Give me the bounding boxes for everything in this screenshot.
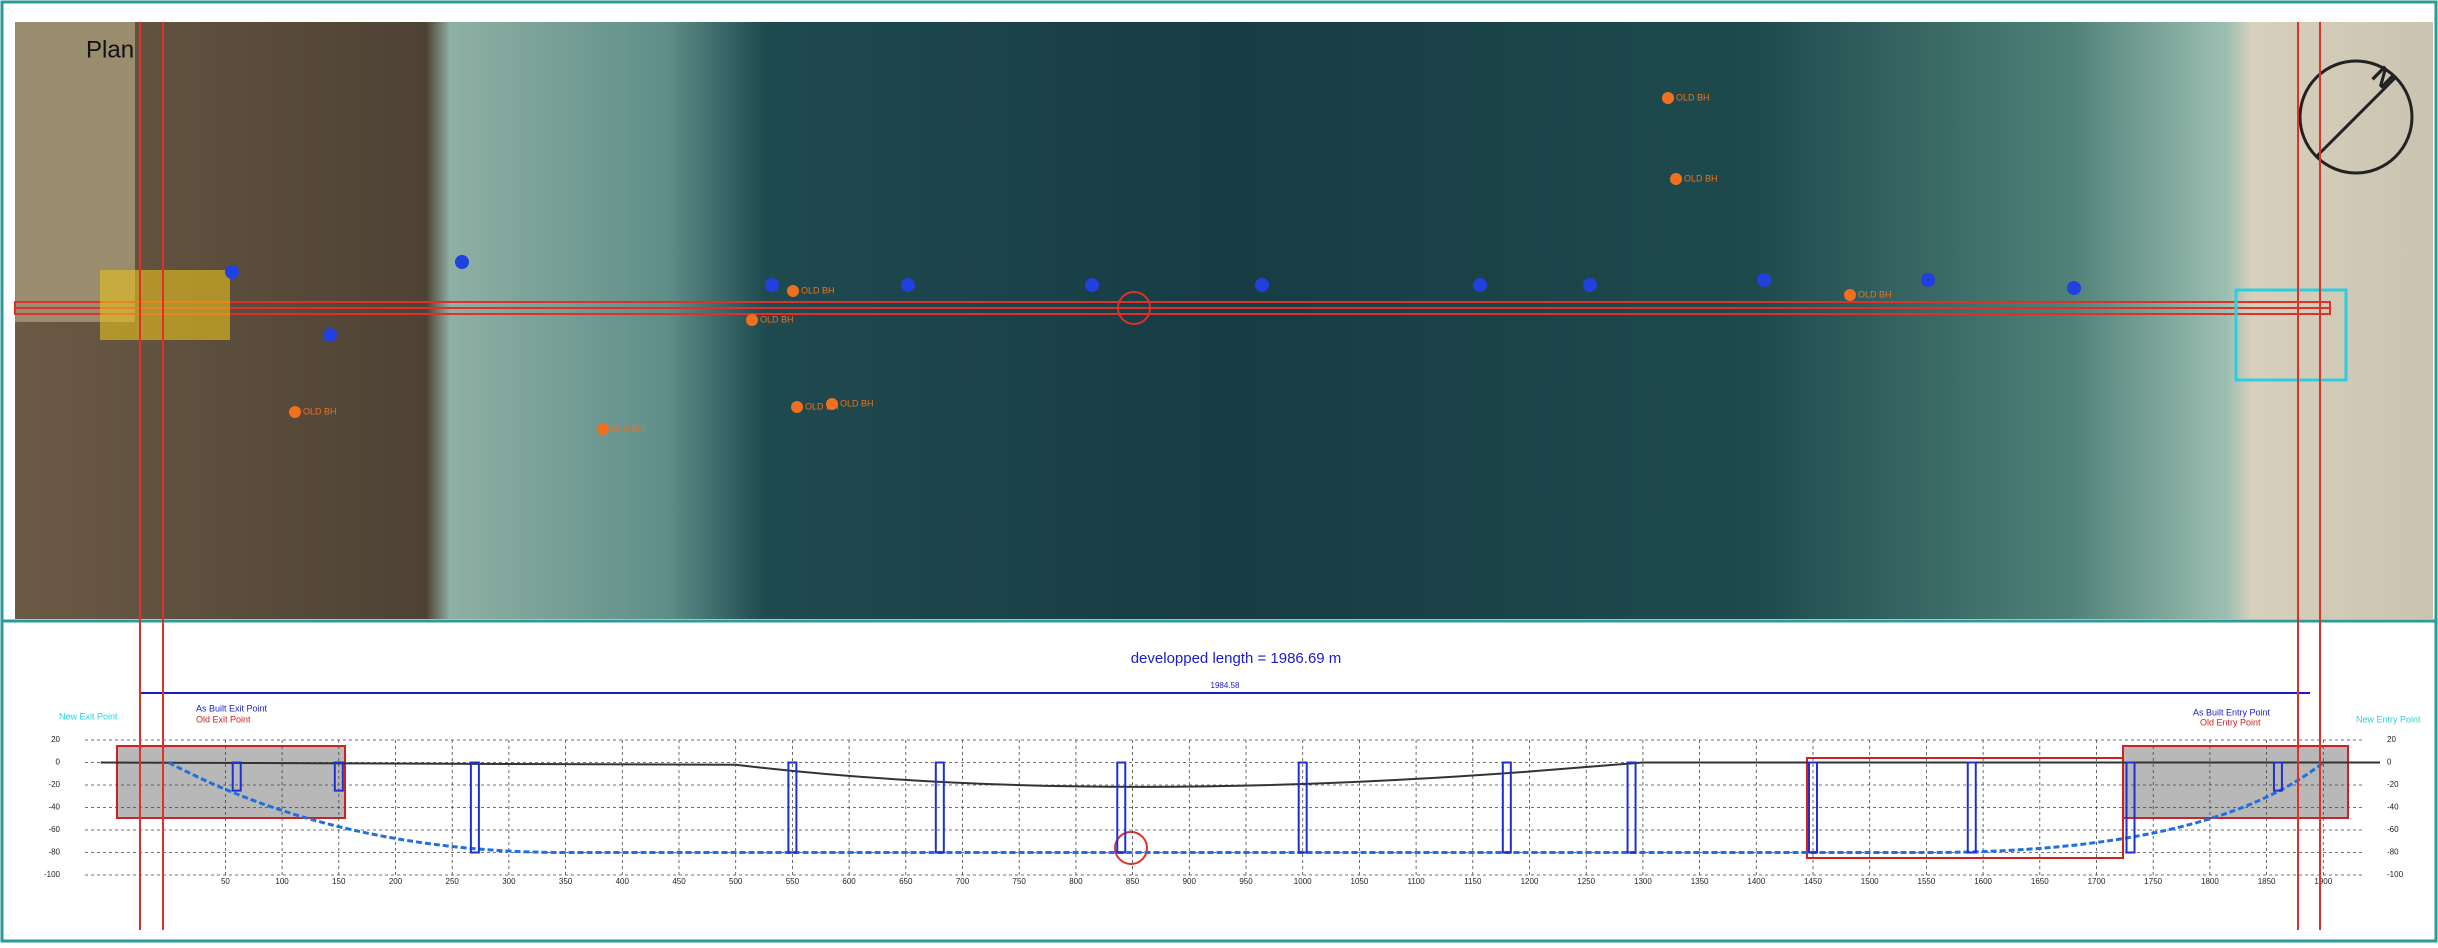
borehole <box>1255 278 1269 292</box>
chainage-label: 600 <box>842 877 856 886</box>
chainage-label: 350 <box>559 877 573 886</box>
chainage-label: 1500 <box>1861 877 1879 886</box>
borehole <box>1583 278 1597 292</box>
chainage-label: 1400 <box>1747 877 1765 886</box>
chainage-label: 1850 <box>2258 877 2276 886</box>
chainage-label: 1100 <box>1407 877 1425 886</box>
point-label: Old Exit Point <box>196 714 251 724</box>
old-borehole <box>791 401 803 413</box>
plan-title: Plan <box>86 36 134 63</box>
borehole <box>1757 273 1771 287</box>
depth-label: -100 <box>2387 870 2404 879</box>
seabed-line <box>101 763 2380 787</box>
borehole <box>1473 278 1487 292</box>
borehole <box>1085 278 1099 292</box>
zone-box <box>1807 758 2123 858</box>
depth-label: -80 <box>2387 848 2399 857</box>
chainage-label: 1450 <box>1804 877 1822 886</box>
chainage-label: 700 <box>956 877 970 886</box>
old-borehole <box>746 314 758 326</box>
chainage-label: 650 <box>899 877 913 886</box>
chainage-label: 1200 <box>1521 877 1539 886</box>
borehole-label: OLD BH <box>1684 173 1718 183</box>
chainage-label: 450 <box>672 877 686 886</box>
chainage-label: 1150 <box>1464 877 1482 886</box>
point-label: As Built Exit Point <box>196 703 268 713</box>
borehole <box>2067 281 2081 295</box>
point-label: New Entry Point <box>2356 714 2421 724</box>
chainage-label: 200 <box>389 877 403 886</box>
borehole <box>323 328 337 342</box>
chainage-label: 1250 <box>1577 877 1595 886</box>
old-borehole <box>1844 289 1856 301</box>
depth-label: -60 <box>48 825 60 834</box>
depth-label: 20 <box>51 735 60 744</box>
borehole <box>765 278 779 292</box>
old-borehole <box>1670 173 1682 185</box>
depth-label: 0 <box>2387 758 2392 767</box>
chainage-label: 500 <box>729 877 743 886</box>
borehole-label: OLD BH <box>801 285 835 295</box>
chainage-label: 1750 <box>2144 877 2162 886</box>
old-borehole <box>826 398 838 410</box>
depth-label: -40 <box>2387 803 2399 812</box>
chainage-label: 1300 <box>1634 877 1652 886</box>
dimension-label: 1984.58 <box>1211 681 1240 690</box>
chainage-label: 150 <box>332 877 346 886</box>
exit-site <box>100 270 230 340</box>
chainage-label: 1700 <box>2088 877 2106 886</box>
chainage-label: 1900 <box>2314 877 2332 886</box>
old-borehole <box>289 406 301 418</box>
chainage-label: 250 <box>446 877 460 886</box>
chainage-label: 1650 <box>2031 877 2049 886</box>
chainage-label: 1800 <box>2201 877 2219 886</box>
profile-title: developped length = 1986.69 m <box>1131 650 1342 667</box>
chainage-label: 1050 <box>1351 877 1369 886</box>
point-label: New Exit Point <box>59 711 118 721</box>
chainage-label: 1550 <box>1918 877 1936 886</box>
borehole <box>1921 273 1935 287</box>
borehole-label: OLD BH <box>1676 92 1710 102</box>
chainage-label: 1350 <box>1691 877 1709 886</box>
depth-label: -100 <box>44 870 61 879</box>
chainage-label: 100 <box>275 877 289 886</box>
drawing: Plan N developped length = 1986.69 m 198… <box>0 0 2438 943</box>
chainage-label: 300 <box>502 877 516 886</box>
depth-label: -40 <box>48 803 60 812</box>
depth-label: -80 <box>48 848 60 857</box>
borehole-label: OLD BH <box>1858 289 1892 299</box>
borehole <box>455 255 469 269</box>
chainage-label: 850 <box>1126 877 1140 886</box>
borehole-label: OLD BH <box>611 423 645 433</box>
depth-label: 20 <box>2387 735 2396 744</box>
chainage-label: 950 <box>1239 877 1253 886</box>
chainage-label: 400 <box>616 877 630 886</box>
chainage-label: 550 <box>786 877 800 886</box>
borehole-label: OLD BH <box>303 406 337 416</box>
point-label: As Built Entry Point <box>2193 707 2271 717</box>
borehole <box>901 278 915 292</box>
chainage-label: 750 <box>1013 877 1027 886</box>
marker <box>1115 832 1147 864</box>
old-borehole <box>597 423 609 435</box>
borehole <box>225 265 239 279</box>
aerial-image <box>15 22 2433 619</box>
depth-label: -60 <box>2387 825 2399 834</box>
borehole-label: OLD BH <box>840 398 874 408</box>
page: {"plan": {"title": "Plan", "north": "N",… <box>0 0 2438 943</box>
old-borehole <box>787 285 799 297</box>
point-label: Old Entry Point <box>2200 717 2261 727</box>
chainage-label: 50 <box>221 877 230 886</box>
chainage-label: 900 <box>1183 877 1197 886</box>
depth-label: -20 <box>2387 780 2399 789</box>
depth-label: 0 <box>56 758 61 767</box>
old-borehole <box>1662 92 1674 104</box>
chainage-label: 1600 <box>1974 877 1992 886</box>
depth-label: -20 <box>48 780 60 789</box>
chainage-label: 800 <box>1069 877 1083 886</box>
chainage-label: 1000 <box>1294 877 1312 886</box>
borehole-label: OLD BH <box>760 314 794 324</box>
